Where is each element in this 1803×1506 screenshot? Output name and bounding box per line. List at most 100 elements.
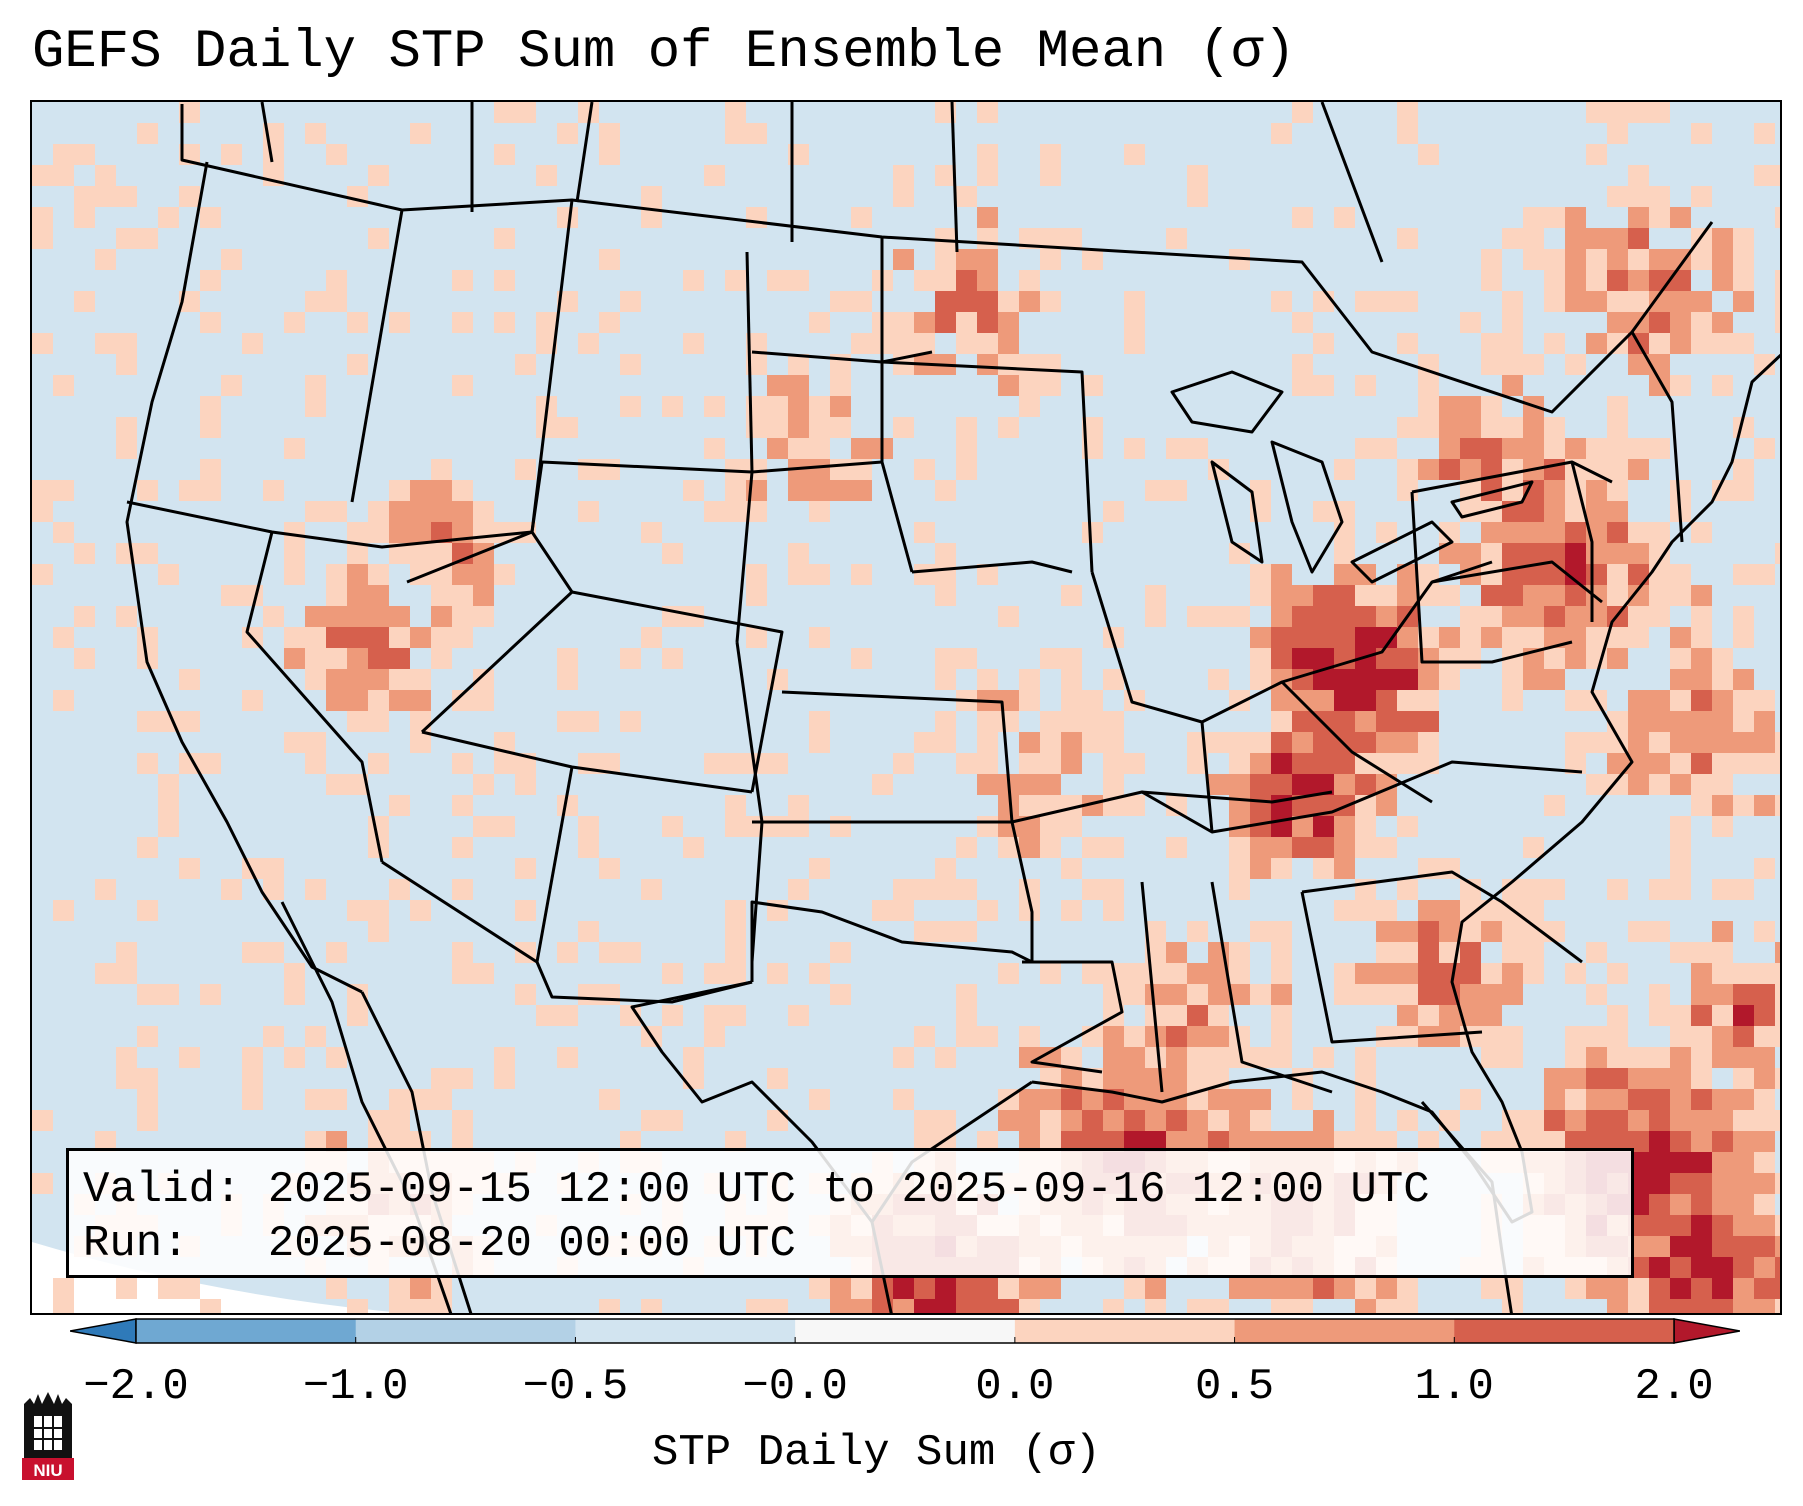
anomaly-cell [893,417,914,438]
anomaly-cell [767,816,788,837]
anomaly-cell [1712,333,1733,354]
anomaly-cell [389,1278,410,1299]
anomaly-cell [998,606,1019,627]
anomaly-cell [1754,1089,1775,1110]
anomaly-cell [1586,1068,1607,1089]
anomaly-cell [1565,438,1586,459]
anomaly-cell [1166,837,1187,858]
anomaly-cell [1292,627,1313,648]
anomaly-cell [1124,1110,1145,1131]
anomaly-cell [1775,1257,1780,1278]
anomaly-cell [1019,396,1040,417]
anomaly-cell [263,1026,284,1047]
anomaly-cell [1418,564,1439,585]
anomaly-cell [1271,837,1292,858]
anomaly-cell [1439,963,1460,984]
map-panel [30,100,1782,1315]
anomaly-cell [1313,501,1334,522]
anomaly-cell [1040,837,1061,858]
anomaly-cell [1208,1131,1229,1152]
anomaly-cell [1439,459,1460,480]
anomaly-cell [1460,627,1481,648]
anomaly-cell [1565,732,1586,753]
anomaly-cell [1355,585,1376,606]
anomaly-cell [1271,1131,1292,1152]
anomaly-cell [935,1299,956,1313]
anomaly-cell [1208,1026,1229,1047]
anomaly-cell [431,1089,452,1110]
anomaly-cell [557,1005,578,1026]
anomaly-cell [1649,438,1670,459]
anomaly-cell [32,228,53,249]
anomaly-cell [1376,963,1397,984]
anomaly-cell [1376,585,1397,606]
anomaly-cell [1733,564,1754,585]
anomaly-cell [1040,753,1061,774]
anomaly-cell [1313,1047,1334,1068]
anomaly-cell [389,501,410,522]
anomaly-cell [1250,795,1271,816]
anomaly-cell [914,270,935,291]
anomaly-cell [1208,732,1229,753]
anomaly-cell [1628,1278,1649,1299]
anomaly-cell [1712,879,1733,900]
anomaly-cell [1292,774,1313,795]
anomaly-cell [1712,711,1733,732]
anomaly-cell [704,753,725,774]
anomaly-cell [1040,249,1061,270]
anomaly-cell [620,396,641,417]
anomaly-cell [935,165,956,186]
anomaly-cell [977,228,998,249]
anomaly-cell [1355,1047,1376,1068]
anomaly-cell [1292,585,1313,606]
anomaly-cell [1355,984,1376,1005]
anomaly-cell [1103,837,1124,858]
anomaly-cell [998,291,1019,312]
anomaly-cell [284,312,305,333]
anomaly-cell [410,732,431,753]
anomaly-cell [179,186,200,207]
anomaly-cell [1124,1278,1145,1299]
colorbar-label: STP Daily Sum (σ) [652,1428,1101,1478]
anomaly-cell [431,480,452,501]
anomaly-cell [998,1299,1019,1313]
anomaly-cell [305,648,326,669]
anomaly-cell [1418,900,1439,921]
anomaly-cell [1523,438,1544,459]
anomaly-cell [1082,711,1103,732]
anomaly-cell [1103,1299,1124,1313]
anomaly-cell [1313,816,1334,837]
anomaly-cell [662,816,683,837]
anomaly-cell [1355,669,1376,690]
anomaly-cell [1271,627,1292,648]
anomaly-cell [1439,1005,1460,1026]
anomaly-cell [515,900,536,921]
anomaly-cell [851,333,872,354]
anomaly-cell [1649,522,1670,543]
anomaly-cell [74,186,95,207]
anomaly-cell [1292,795,1313,816]
anomaly-cell [914,459,935,480]
anomaly-cell [347,606,368,627]
anomaly-cell [1691,1278,1712,1299]
anomaly-cell [326,774,347,795]
anomaly-cell [1691,753,1712,774]
colorbar-bin [136,1319,357,1343]
anomaly-cell [32,480,53,501]
anomaly-cell [1691,249,1712,270]
anomaly-cell [1229,879,1250,900]
anomaly-cell [32,564,53,585]
anomaly-cell [1712,774,1733,795]
anomaly-cell [830,417,851,438]
anomaly-cell [1355,1131,1376,1152]
anomaly-cell [1460,606,1481,627]
anomaly-cell [179,1278,200,1299]
anomaly-cell [809,396,830,417]
anomaly-cell [1061,858,1082,879]
anomaly-cell [1691,522,1712,543]
anomaly-cell [1712,753,1733,774]
anomaly-cell [1670,291,1691,312]
anomaly-cell [179,480,200,501]
anomaly-cell [536,165,557,186]
anomaly-cell [1208,1005,1229,1026]
